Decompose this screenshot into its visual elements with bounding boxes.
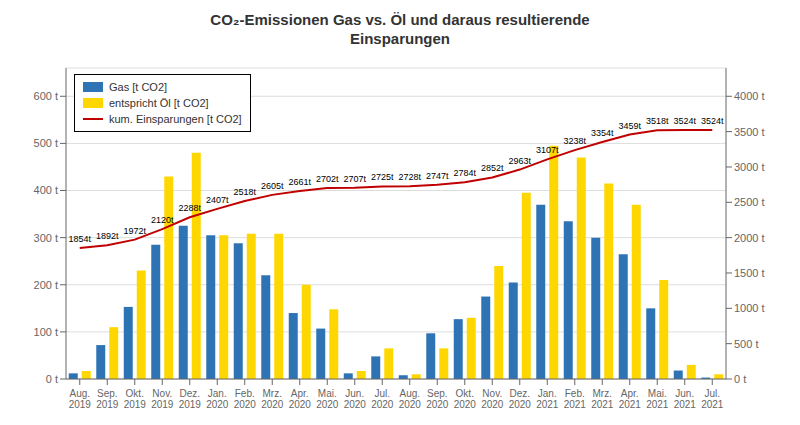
svg-text:100 t: 100 t [34, 326, 58, 338]
svg-text:1000 t: 1000 t [734, 302, 765, 314]
svg-text:1500 t: 1500 t [734, 267, 765, 279]
svg-text:2000 t: 2000 t [734, 232, 765, 244]
svg-text:200 t: 200 t [34, 279, 58, 291]
svg-text:2707t: 2707t [343, 174, 366, 184]
svg-text:3000 t: 3000 t [734, 161, 765, 173]
svg-text:2500 t: 2500 t [734, 196, 765, 208]
svg-text:Apr.2021: Apr.2021 [619, 388, 642, 410]
svg-text:3107t: 3107t [536, 145, 559, 155]
svg-text:Sep.2020: Sep.2020 [426, 388, 449, 410]
svg-text:Aug.2019: Aug.2019 [69, 388, 92, 410]
svg-text:4000 t: 4000 t [734, 90, 765, 102]
svg-text:2747t: 2747t [426, 171, 449, 181]
svg-text:2784t: 2784t [453, 168, 476, 178]
svg-text:Nov.2020: Nov.2020 [481, 388, 504, 410]
svg-text:3238t: 3238t [563, 136, 586, 146]
svg-text:500 t: 500 t [734, 338, 758, 350]
svg-text:Mrz.2021: Mrz.2021 [591, 388, 614, 410]
svg-text:300 t: 300 t [34, 232, 58, 244]
svg-text:0 t: 0 t [46, 373, 58, 385]
svg-text:2518t: 2518t [233, 187, 256, 197]
svg-text:400 t: 400 t [34, 184, 58, 196]
svg-text:3524t: 3524t [701, 116, 724, 126]
svg-text:Jun.2020: Jun.2020 [344, 388, 367, 410]
svg-text:Dez.2020: Dez.2020 [509, 388, 532, 410]
svg-text:Okt.2020: Okt.2020 [454, 388, 477, 410]
svg-text:3524t: 3524t [673, 116, 696, 126]
svg-text:2288t: 2288t [178, 203, 201, 213]
html-text:entspricht Öl [t CO2]: entspricht Öl [t CO2] [109, 97, 209, 109]
svg-text:Jan.2021: Jan.2021 [536, 388, 559, 410]
svg-text:500 t: 500 t [34, 137, 58, 149]
svg-text:Jan.2020: Jan.2020 [206, 388, 229, 410]
svg-text:2725t: 2725t [371, 172, 394, 182]
svg-text:Sep.2019: Sep.2019 [96, 388, 119, 410]
svg-text:600 t: 600 t [34, 90, 58, 102]
svg-text:2963t: 2963t [508, 156, 531, 166]
svg-text:Jul.2021: Jul.2021 [701, 388, 724, 410]
svg-text:2852t: 2852t [481, 163, 504, 173]
svg-text:3459t: 3459t [618, 121, 641, 131]
svg-text:2407t: 2407t [206, 195, 229, 205]
svg-text:2702t: 2702t [316, 174, 339, 184]
svg-text:Okt.2019: Okt.2019 [124, 388, 147, 410]
svg-text:0 t: 0 t [734, 373, 746, 385]
html-text:Gas [t CO2]: Gas [t CO2] [109, 81, 168, 93]
svg-text:Jul.2020: Jul.2020 [371, 388, 394, 410]
svg-text:Aug.2020: Aug.2020 [399, 388, 422, 410]
svg-text:2605t: 2605t [261, 181, 284, 191]
svg-text:1854t: 1854t [68, 234, 91, 244]
svg-text:Nov.2019: Nov.2019 [151, 388, 174, 410]
html-text:kum. Einsparungen [t CO2]: kum. Einsparungen [t CO2] [109, 113, 242, 125]
svg-text:Mrz.2020: Mrz.2020 [261, 388, 284, 410]
svg-text:2661t: 2661t [288, 177, 311, 187]
svg-text:2120t: 2120t [151, 215, 174, 225]
svg-text:Apr.2020: Apr.2020 [289, 388, 312, 410]
svg-text:1972t: 1972t [123, 226, 146, 236]
svg-text:Mai.2021: Mai.2021 [646, 388, 669, 410]
svg-text:Jun.2021: Jun.2021 [674, 388, 697, 410]
svg-text:3500 t: 3500 t [734, 126, 765, 138]
svg-text:1892t: 1892t [96, 231, 119, 241]
svg-text:Feb.2021: Feb.2021 [564, 388, 587, 410]
html-text:Einsparungen: Einsparungen [350, 30, 450, 47]
svg-text:Mai.2020: Mai.2020 [316, 388, 339, 410]
svg-text:Feb.2020: Feb.2020 [234, 388, 257, 410]
svg-text:3354t: 3354t [591, 128, 614, 138]
svg-text:2728t: 2728t [398, 172, 421, 182]
html-text:CO₂-Emissionen Gas vs. Öl und: CO₂-Emissionen Gas vs. Öl und daraus res… [210, 11, 590, 28]
svg-text:Dez.2019: Dez.2019 [179, 388, 202, 410]
svg-text:3518t: 3518t [646, 116, 669, 126]
